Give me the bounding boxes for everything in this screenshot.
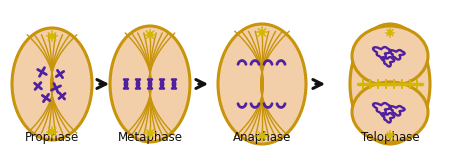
Circle shape [148, 131, 152, 136]
Ellipse shape [350, 24, 430, 144]
Ellipse shape [352, 26, 428, 86]
Circle shape [260, 30, 264, 35]
Ellipse shape [110, 26, 190, 142]
Text: Metaphase: Metaphase [118, 131, 182, 144]
Ellipse shape [218, 24, 306, 144]
Ellipse shape [12, 28, 92, 140]
Circle shape [50, 129, 54, 134]
Text: Telophase: Telophase [361, 131, 419, 144]
Text: Anaphase: Anaphase [233, 131, 291, 144]
Circle shape [388, 134, 392, 137]
Ellipse shape [352, 82, 428, 142]
Circle shape [50, 34, 54, 39]
Circle shape [260, 133, 264, 138]
Circle shape [388, 31, 392, 34]
Text: Prophase: Prophase [25, 131, 79, 144]
Circle shape [148, 32, 152, 37]
